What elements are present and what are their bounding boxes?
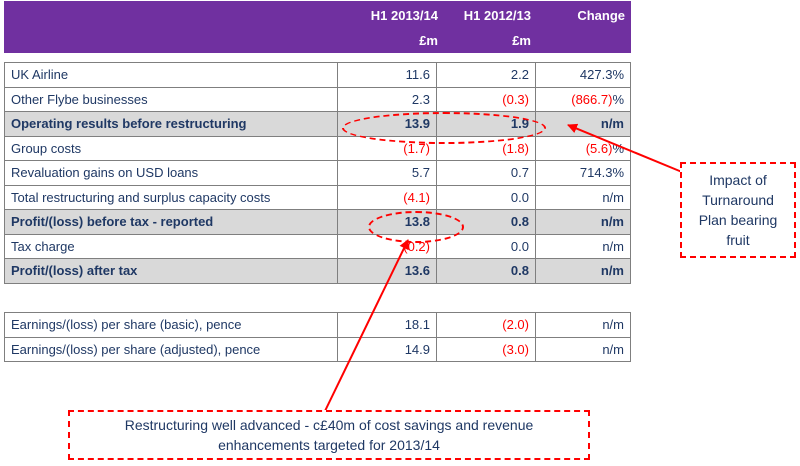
table-row: UK Airline 11.6 2.2 427.3% [4, 62, 631, 88]
table-row: Group costs (1.7) (1.8) (5.6)% [4, 135, 631, 161]
row-label: Total restructuring and surplus capacity… [4, 184, 338, 210]
row-label: Group costs [4, 135, 338, 161]
change-value: 427.3% [535, 62, 631, 88]
row-label: Earnings/(loss) per share (adjusted), pe… [4, 336, 338, 362]
change-value: n/m [535, 336, 631, 362]
value-h1-2012: (3.0) [436, 336, 536, 362]
table-row: Total restructuring and surplus capacity… [4, 184, 631, 210]
value-h1-2013: 14.9 [337, 336, 437, 362]
table-row-highlighted: Profit/(loss) after tax 13.6 0.8 n/m [4, 258, 631, 284]
col-h1-2013-14-header: H1 2013/14 [370, 8, 438, 23]
table-header: H1 2013/14 H1 2012/13 Change £m £m [4, 1, 631, 53]
value-h1-2012: 0.8 [436, 258, 536, 284]
value-h1-2012: 0.0 [436, 184, 536, 210]
percent-suffix: % [612, 91, 624, 107]
value-h1-2012: (0.3) [436, 86, 536, 112]
table-row: Earnings/(loss) per share (adjusted), pe… [4, 336, 631, 362]
value-h1-2013: 2.3 [337, 86, 437, 112]
value-h1-2013: 11.6 [337, 62, 437, 88]
change-value: (866.7) [571, 91, 613, 107]
eps-table: Earnings/(loss) per share (basic), pence… [4, 312, 631, 362]
col-h1-2012-13-header: H1 2012/13 [463, 8, 531, 23]
change-cell: (866.7)% [535, 86, 631, 112]
change-value: n/m [535, 312, 631, 338]
percent-suffix: % [612, 140, 624, 156]
highlight-ellipse-profit [368, 211, 464, 243]
table-row: Revaluation gains on USD loans 5.7 0.7 7… [4, 160, 631, 186]
change-value: 714.3% [535, 160, 631, 186]
row-label: Other Flybe businesses [4, 86, 338, 112]
change-value: n/m [535, 258, 631, 284]
income-statement-table: UK Airline 11.6 2.2 427.3% Other Flybe b… [4, 62, 631, 284]
row-label: Profit/(loss) before tax - reported [4, 209, 338, 235]
arrow-to-operating-results [567, 123, 683, 173]
highlight-ellipse-operating [342, 112, 546, 144]
restructuring-callout: Restructuring well advanced - c£40m of c… [68, 410, 590, 460]
table-row: Earnings/(loss) per share (basic), pence… [4, 312, 631, 338]
row-label: Earnings/(loss) per share (basic), pence [4, 312, 338, 338]
turnaround-callout: Impact of Turnaround Plan bearing fruit [680, 162, 796, 258]
row-label: UK Airline [4, 62, 338, 88]
table-row-highlighted: Profit/(loss) before tax - reported 13.8… [4, 209, 631, 235]
change-value: n/m [535, 233, 631, 259]
arrow-to-profit-before-tax [324, 239, 409, 412]
change-value: (5.6) [585, 140, 613, 156]
change-value: n/m [535, 184, 631, 210]
row-label: Profit/(loss) after tax [4, 258, 338, 284]
change-cell: (5.6)% [535, 135, 631, 161]
table-row: Other Flybe businesses 2.3 (0.3) (866.7)… [4, 86, 631, 112]
value-h1-2013: (4.1) [337, 184, 437, 210]
unit-label-2: £m [512, 33, 531, 48]
value-h1-2012: 2.2 [436, 62, 536, 88]
col-change-header: Change [577, 8, 625, 23]
row-label: Revaluation gains on USD loans [4, 160, 338, 186]
row-label: Operating results before restructuring [4, 111, 338, 137]
change-value: n/m [535, 209, 631, 235]
unit-label-1: £m [419, 33, 438, 48]
